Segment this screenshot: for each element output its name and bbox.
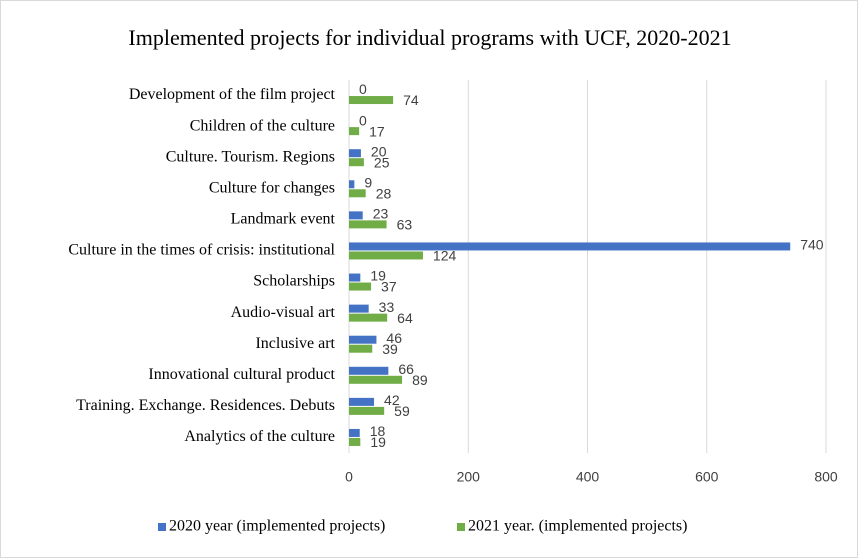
x-tick-label: 200	[457, 469, 481, 485]
data-label: 23	[373, 206, 389, 222]
bar	[349, 282, 372, 291]
bar	[349, 397, 375, 406]
data-label: 28	[376, 185, 392, 201]
data-label: 124	[433, 248, 457, 264]
bar	[349, 375, 403, 384]
bar	[349, 366, 389, 375]
data-label: 9	[364, 174, 372, 190]
y-tick-label: Audio-visual art	[231, 304, 336, 321]
bar	[349, 211, 363, 220]
legend-swatch	[158, 523, 166, 531]
bar	[349, 428, 360, 437]
y-tick-label: Inclusive art	[255, 335, 335, 352]
x-tick-label: 400	[576, 469, 600, 485]
bar	[349, 127, 360, 136]
y-tick-label: Scholarships	[253, 273, 335, 290]
legend-swatch	[457, 523, 465, 531]
data-label: 740	[800, 237, 824, 253]
bar	[349, 189, 366, 198]
data-label: 19	[370, 434, 386, 450]
bar	[349, 313, 388, 322]
bar	[349, 180, 355, 189]
data-label: 18	[370, 423, 386, 439]
data-label: 0	[359, 81, 367, 97]
data-label: 0	[359, 112, 367, 128]
data-label: 64	[397, 310, 413, 326]
data-label: 66	[398, 361, 414, 377]
data-label: 20	[371, 143, 387, 159]
y-tick-label: Analytics of the culture	[184, 428, 335, 445]
x-tick-label: 800	[814, 469, 838, 485]
bar	[349, 273, 361, 282]
chart-title: Implemented projects for individual prog…	[128, 25, 731, 50]
data-label: 59	[394, 403, 410, 419]
data-label: 33	[379, 299, 395, 315]
bar	[349, 158, 364, 167]
bar	[349, 96, 394, 105]
y-tick-label: Culture for changes	[209, 179, 335, 196]
bar	[349, 242, 791, 251]
y-tick-label: Children of the culture	[190, 117, 335, 134]
data-label: 19	[370, 268, 386, 284]
bar	[349, 437, 361, 446]
x-tick-label: 600	[695, 469, 719, 485]
data-label: 37	[381, 279, 397, 295]
legend-label: 2021 year. (implemented projects)	[468, 518, 687, 535]
y-tick-label: Landmark event	[231, 211, 336, 228]
bar	[349, 335, 377, 344]
y-tick-label: Innovational cultural product	[148, 366, 335, 383]
bar	[349, 304, 369, 313]
data-label: 25	[374, 154, 390, 170]
y-tick-label: Training. Exchange. Residences. Debuts	[76, 397, 335, 414]
y-tick-label: Culture in the times of crisis: institut…	[68, 242, 335, 259]
y-tick-label: Culture. Tourism. Regions	[166, 148, 335, 165]
data-label: 63	[397, 217, 413, 233]
data-label: 46	[386, 330, 402, 346]
bar	[349, 251, 423, 260]
legend-label: 2020 year (implemented projects)	[169, 518, 385, 535]
data-label: 17	[369, 123, 385, 139]
y-tick-label: Development of the film project	[129, 86, 336, 103]
x-tick-label: 0	[345, 469, 353, 485]
bar	[349, 220, 387, 229]
bar	[349, 149, 361, 158]
bar	[349, 344, 373, 353]
data-label: 74	[403, 92, 419, 108]
data-label: 42	[384, 392, 400, 408]
data-label: 89	[412, 372, 428, 388]
data-label: 39	[382, 341, 398, 357]
bar	[349, 406, 385, 415]
